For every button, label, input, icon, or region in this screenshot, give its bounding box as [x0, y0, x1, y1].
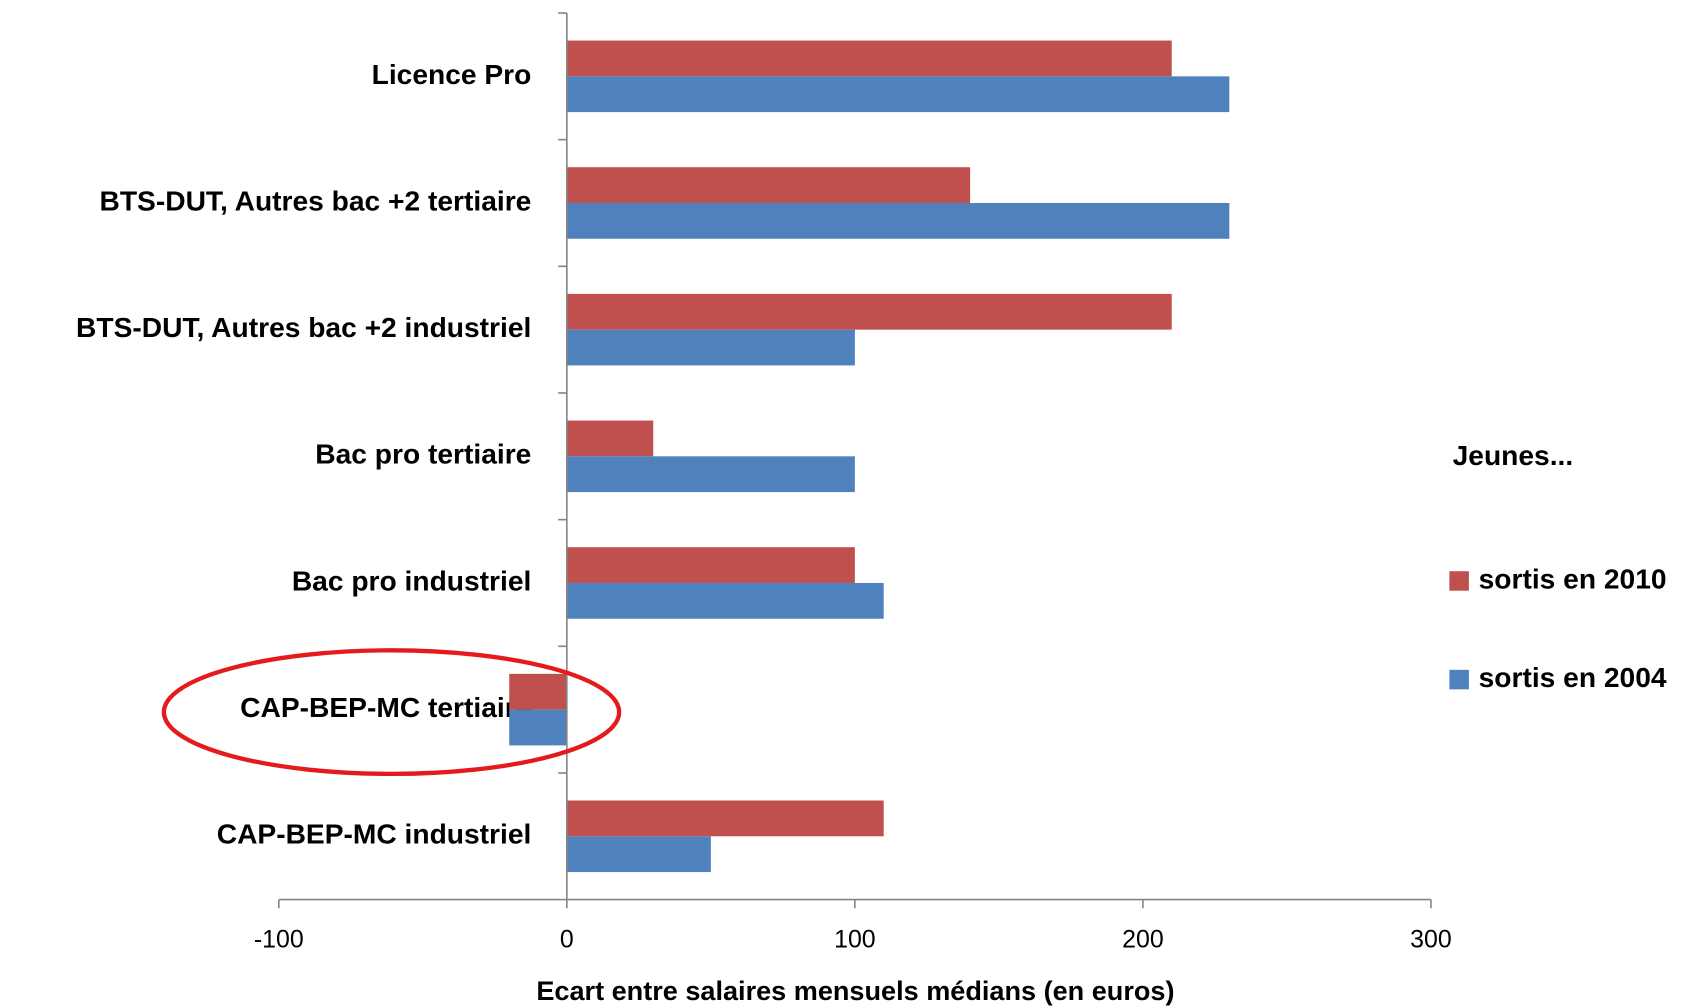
plot: -100 0 100 200 300 Licence Pro BTS-DUT, Autres… [76, 12, 1667, 953]
bar [566, 202, 1230, 239]
y-tick-label: Bac pro industriel [292, 564, 532, 596]
x-tick-label: 100 [834, 925, 876, 953]
legend-label: sortis en 2010 [1479, 562, 1667, 594]
bar [566, 582, 884, 619]
bar [566, 456, 855, 493]
legend-swatch [1449, 571, 1469, 591]
x-tick-label: -100 [254, 925, 304, 953]
bar [566, 167, 971, 203]
x-tick-label: 300 [1410, 925, 1452, 953]
legend-title: Jeunes... [1453, 439, 1574, 471]
bar [566, 800, 884, 837]
bar [566, 293, 1172, 330]
bar [566, 836, 711, 873]
x-axis-title: Ecart entre salaires mensuels médians (e… [536, 975, 1174, 1006]
y-tick-label: Bac pro tertiaire [315, 438, 531, 470]
bar [509, 709, 567, 746]
x-tick-label: 0 [560, 925, 574, 953]
x-tick-label: 200 [1122, 925, 1164, 953]
y-tick-label: BTS-DUT, Autres bac +2 industriel [76, 311, 531, 343]
highlight-ellipse [161, 648, 622, 777]
bar [566, 40, 1172, 77]
legend-label: sortis en 2004 [1479, 661, 1667, 693]
legend-swatch [1449, 669, 1469, 690]
bar [566, 420, 654, 457]
bar [566, 76, 1230, 113]
y-tick-label: BTS-DUT, Autres bac +2 tertiaire [99, 184, 531, 216]
y-tick-label: CAP-BEP-MC industriel [217, 818, 532, 850]
bar [566, 547, 855, 583]
bar [509, 673, 567, 710]
bar [566, 329, 855, 366]
y-tick-label: CAP-BEP-MC tertiaire [240, 691, 531, 723]
y-tick-label: Licence Pro [372, 58, 532, 90]
